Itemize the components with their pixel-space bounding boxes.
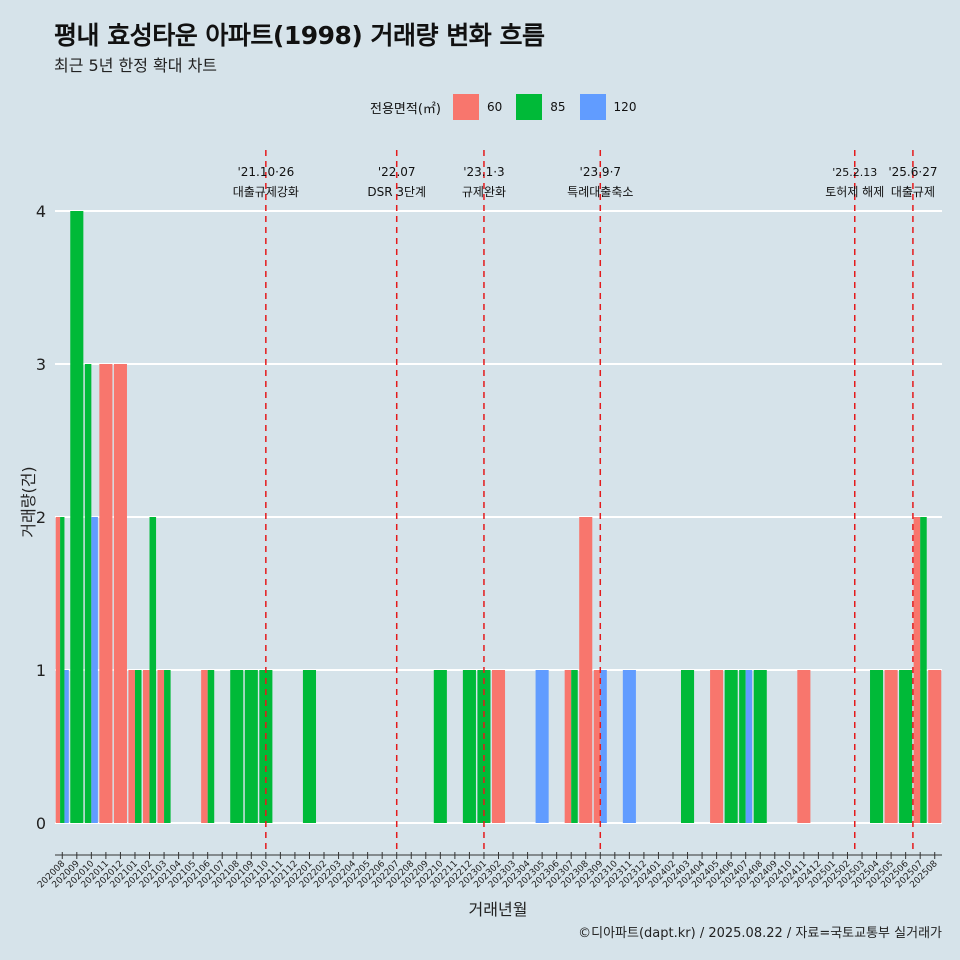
- event-desc-label: 토허제 해제: [825, 185, 884, 199]
- legend-item-60: 60: [452, 94, 503, 120]
- event-date-label: '23.1·3: [463, 165, 504, 179]
- y-tick-label: 2: [36, 508, 46, 527]
- event-desc-label: DSR 3단계: [367, 185, 426, 199]
- bar-202108-85: [230, 670, 244, 823]
- bar-202106-85: [207, 670, 215, 823]
- bar-202507-60: [913, 517, 921, 823]
- bar-202508-60: [928, 670, 942, 823]
- legend-swatch-120: [579, 94, 606, 120]
- bar-202008-60: [55, 517, 61, 823]
- y-tick-label: 4: [36, 202, 46, 221]
- legend-item-85: 85: [516, 94, 566, 120]
- y-tick-labels: 0 1 2 3 4: [36, 202, 46, 833]
- bar-202406-85: [724, 670, 738, 823]
- bar-202407-120: [745, 670, 753, 823]
- y-tick-label: 1: [36, 661, 46, 680]
- bar-202407-85: [739, 670, 746, 823]
- y-tick-label: 3: [36, 355, 46, 374]
- event-lines: [265, 150, 914, 852]
- bar-202102-85: [149, 517, 157, 823]
- bar-202308-60: [579, 517, 593, 823]
- legend-swatch-60: [452, 94, 479, 120]
- event-date-label: '21.10·26: [237, 165, 294, 179]
- bar-202008-120: [64, 670, 69, 823]
- bar-202305-120: [535, 670, 549, 823]
- bar-202101-85: [134, 670, 142, 823]
- bar-202102-60: [142, 670, 150, 823]
- bar-202403-85: [680, 670, 695, 823]
- event-date-label: '22.07: [378, 165, 416, 179]
- event-date-label: '23.9·7: [580, 165, 621, 179]
- source-caption: ©디아파트(dapt.kr) / 2025.08.22 / 자료=국토교통부 실…: [578, 926, 942, 941]
- y-tick-label: 0: [36, 814, 46, 833]
- bar-202012-60: [113, 364, 127, 823]
- bar-202302-60: [491, 670, 506, 823]
- event-desc-label: 규제완화: [462, 185, 506, 199]
- legend-item-120: 120: [579, 94, 637, 120]
- x-axis-label: 거래년월: [469, 900, 528, 919]
- bar-202201-85: [302, 670, 317, 823]
- bar-202103-85: [164, 670, 171, 823]
- legend-title: 전용면적(㎡): [370, 101, 441, 117]
- bar-202506-85: [899, 670, 913, 823]
- bar-202505-60: [884, 670, 898, 823]
- y-axis-label: 거래량(건): [19, 466, 38, 537]
- bar-202101-60: [128, 670, 135, 823]
- bar-202411-60: [797, 670, 811, 823]
- bar-202009-85: [70, 211, 84, 823]
- bar-202307-60: [564, 670, 572, 823]
- bar-202109-85: [244, 670, 258, 823]
- bar-202106-60: [201, 670, 208, 823]
- event-annotations: '21.10·26 대출규제강화 '22.07 DSR 3단계 '23.1·3 규제완화 '…: [233, 165, 938, 199]
- event-desc-label: 대출규제강화: [233, 185, 299, 199]
- event-desc-label: 특례대출축소: [567, 185, 633, 199]
- bar-202405-60: [710, 670, 724, 823]
- event-date-label: '25.6·27: [888, 165, 937, 179]
- bar-202504-85: [870, 670, 884, 823]
- chart-subtitle: 최근 5년 한정 확대 차트: [54, 56, 218, 75]
- legend: 전용면적(㎡) 60 85 120: [370, 94, 650, 120]
- legend-label-85: 85: [550, 100, 566, 114]
- legend-label-60: 60: [486, 100, 503, 114]
- event-desc-label: 대출규제: [891, 185, 935, 199]
- legend-swatch-85: [516, 94, 543, 120]
- x-axis: 2020082020092020102020112020122021012021…: [36, 852, 942, 890]
- bar-202309-60: [593, 670, 601, 823]
- bar-202210-85: [433, 670, 447, 823]
- bar-202011-60: [99, 364, 113, 823]
- bar-202010-85: [84, 364, 92, 823]
- bar-202309-120: [600, 670, 607, 823]
- bar-202008-85: [60, 517, 65, 823]
- bar-202010-120: [91, 517, 98, 823]
- chart-title: 평내 효성타운 아파트(1998) 거래량 변화 흐름: [54, 21, 545, 50]
- legend-label-120: 120: [613, 100, 637, 114]
- bar-202212-85: [462, 670, 476, 823]
- event-date-label: '25.2.13: [832, 166, 877, 179]
- bar-202408-85: [753, 670, 767, 823]
- bar-202307-85: [571, 670, 578, 823]
- bar-202507-85: [920, 517, 927, 823]
- bar-202311-120: [622, 670, 636, 823]
- bar-202103-60: [157, 670, 165, 823]
